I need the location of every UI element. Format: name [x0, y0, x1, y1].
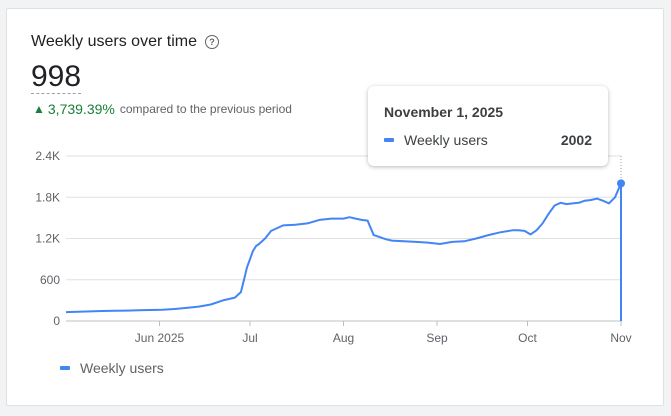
card-header: Weekly users over time ? — [31, 33, 219, 51]
legend-label: Weekly users — [80, 360, 164, 376]
help-circle-icon[interactable]: ? — [204, 35, 219, 49]
y-tick-label: 2.4K — [35, 149, 60, 163]
x-tick-label: Oct — [518, 331, 537, 345]
tooltip-row: Weekly users 2002 — [384, 132, 592, 148]
tooltip-series-label: Weekly users — [404, 132, 488, 148]
y-tick-label: 1.2K — [35, 232, 60, 246]
x-tick-label: Aug — [333, 331, 354, 345]
y-tick-label: 1.8K — [35, 190, 60, 204]
x-tick-label: Jul — [242, 331, 257, 345]
metric-value: 998 — [31, 60, 82, 94]
change-label: compared to the previous period — [119, 102, 292, 116]
change-indicator: ▲ 3,739.39% compared to the previous per… — [33, 101, 292, 117]
chart-tooltip: November 1, 2025 Weekly users 2002 — [368, 86, 608, 166]
x-tick-label: Nov — [610, 331, 631, 345]
tooltip-date: November 1, 2025 — [384, 104, 504, 120]
card-title: Weekly users over time — [31, 33, 197, 50]
chart-legend[interactable]: Weekly users — [60, 360, 164, 376]
hover-point — [617, 179, 625, 188]
x-tick-label: Jun 2025 — [135, 331, 185, 345]
tooltip-value: 2002 — [560, 132, 592, 148]
arrow-up-icon: ▲ — [33, 102, 45, 116]
legend-swatch — [60, 366, 70, 370]
x-tick-label: Sep — [426, 331, 448, 345]
y-tick-label: 600 — [40, 273, 60, 287]
tooltip-series-swatch — [384, 138, 394, 142]
change-percent: 3,739.39% — [47, 101, 115, 117]
y-tick-label: 0 — [53, 314, 60, 328]
series-line-weekly-users — [65, 182, 622, 321]
